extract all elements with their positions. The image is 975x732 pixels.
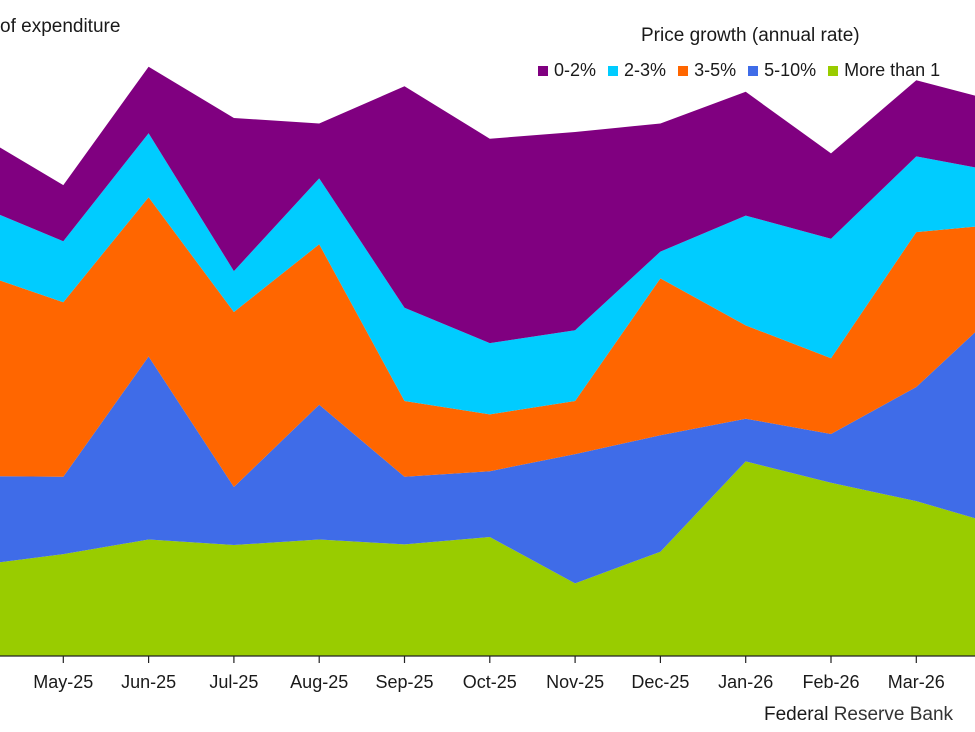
legend-item-more-than: More than 1 xyxy=(828,60,940,81)
x-tick-label: Feb-26 xyxy=(802,672,859,692)
legend-swatch-2-3 xyxy=(608,65,619,76)
legend-label-0-2: 0-2% xyxy=(554,60,597,80)
area-series-3-5 xyxy=(0,197,975,487)
area-series-group xyxy=(0,66,975,656)
x-tick-label: Mar-26 xyxy=(888,672,945,692)
x-tick-label: Aug-25 xyxy=(290,672,348,692)
x-tick-label: Sep-25 xyxy=(375,672,433,692)
legend-swatch-3-5 xyxy=(678,65,689,76)
legend-label-5-10: 5-10% xyxy=(764,60,817,80)
legend-label-2-3: 2-3% xyxy=(624,60,667,80)
legend-label-more-than: More than 1 xyxy=(844,60,941,80)
legend-item-5-10: 5-10% xyxy=(748,60,816,81)
source-credit-rest: Reserve Bank xyxy=(833,704,954,725)
area-series-more-than-1 xyxy=(0,461,975,656)
x-tick-label: Jun-25 xyxy=(121,672,176,692)
area-series-5-10 xyxy=(0,332,975,584)
legend-item-3-5: 3-5% xyxy=(678,60,736,81)
legend-label-3-5: 3-5% xyxy=(694,60,737,80)
legend-item-0-2: 0-2% xyxy=(538,60,596,81)
x-tick-label: Jan-26 xyxy=(718,672,773,692)
legend-swatch-0-2 xyxy=(538,65,548,76)
x-tick-label: Nov-25 xyxy=(546,672,604,692)
area-series-0-2 xyxy=(0,66,975,344)
legend-item-2-3: 2-3% xyxy=(608,60,666,81)
legend-swatch-5-10 xyxy=(748,65,759,76)
x-axis: May-25 Jun-25 Jul-25 Aug-25 Sep-25 Oct-25 Nov-… xyxy=(0,655,975,692)
legend: 0-2% 2-3% 3-5% 5-10% More than 1 xyxy=(538,60,952,81)
legend-title: Price growth (annual rate) xyxy=(641,25,860,46)
x-tick-label: Dec-25 xyxy=(631,672,689,692)
area-series-2-3 xyxy=(0,133,975,415)
x-tick-label: Oct-25 xyxy=(463,672,517,692)
x-tick-label: May-25 xyxy=(33,672,93,692)
source-credit-bold: Federal xyxy=(764,704,829,725)
source-credit: Federal Reserve Bank xyxy=(764,704,953,726)
y-axis-label: of expenditure xyxy=(0,16,121,37)
x-tick-label: Jul-25 xyxy=(209,672,258,692)
legend-swatch-more-than xyxy=(828,65,839,76)
